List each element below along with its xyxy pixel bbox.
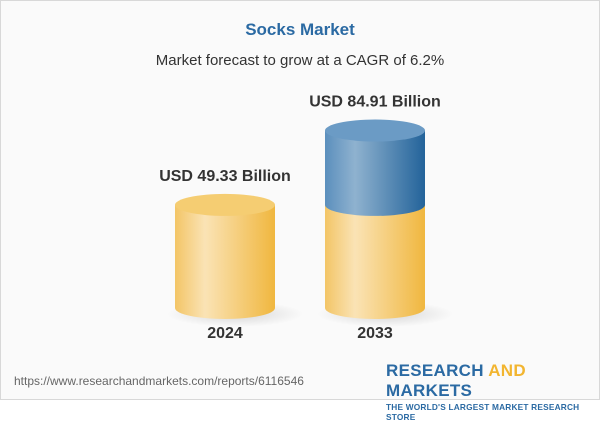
chart-subtitle: Market forecast to grow at a CAGR of 6.2… xyxy=(155,52,445,69)
source-url[interactable]: https://www.researchandmarkets.com/repor… xyxy=(14,374,304,388)
cylinder-chart: USD 49.33 Billion 2024 USD 84.91 Billion 20… xyxy=(159,94,453,342)
data-label: USD 84.91 Billion xyxy=(309,94,441,111)
cylinder-growth-segment xyxy=(325,130,425,216)
data-label: USD 49.33 Billion xyxy=(159,168,291,185)
research-and-markets-logo: RESEARCH AND MARKETS THE WORLD'S LARGEST… xyxy=(386,361,580,422)
chart-frame xyxy=(0,0,600,400)
category-label: 2024 xyxy=(207,325,243,342)
cylinder-top xyxy=(175,193,275,216)
category-label: 2033 xyxy=(357,325,393,342)
cylinder-top xyxy=(325,119,425,142)
cylinder-base-segment xyxy=(175,204,275,319)
cylinder-base-segment xyxy=(325,204,425,319)
chart-title: Socks Market xyxy=(245,20,355,39)
